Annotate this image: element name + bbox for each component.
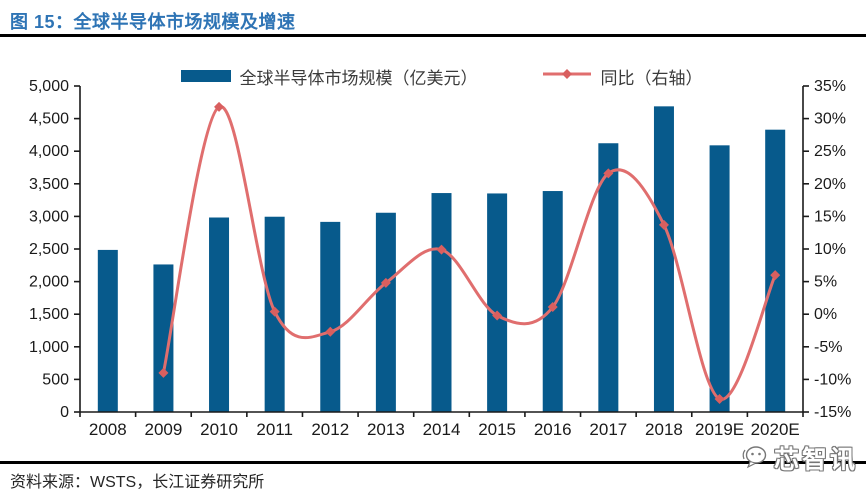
chart-area: 5,000 4,500 4,000 3,500 3,000 2,500 2,000 1,500… <box>0 46 866 460</box>
x-axis-label: 2011 <box>256 420 293 439</box>
x-axis-label: 2019E <box>695 420 744 439</box>
x-axis-label: 2015 <box>478 420 516 439</box>
left-axis-label: 2,000 <box>29 274 69 291</box>
right-axis-label: 30% <box>814 111 846 128</box>
yoy-marker-icon <box>770 270 781 281</box>
line-swatch-svg <box>542 69 591 79</box>
legend-label: 全球半导体市场规模（亿美元） <box>239 68 478 88</box>
bar-2012 <box>320 221 341 412</box>
legend-label: 同比（右轴） <box>600 68 703 88</box>
figure-title: 图 15：全球半导体市场规模及增速 <box>10 12 296 32</box>
right-axis-label: 15% <box>814 208 846 225</box>
watermark-text: 芯智讯 <box>773 446 858 474</box>
right-axis-label: 5% <box>814 274 837 291</box>
x-axis-label: 2009 <box>145 420 183 439</box>
left-axis-label: 1,000 <box>29 339 69 356</box>
right-axis-label: 35% <box>814 78 846 95</box>
yoy-marker-icon <box>547 302 558 313</box>
left-axis-label: 3,000 <box>29 208 69 225</box>
yoy-marker-icon <box>325 326 336 337</box>
yoy-marker-icon <box>492 310 503 321</box>
x-axis-label: 2012 <box>311 420 349 439</box>
x-axis-label: 2014 <box>423 420 461 439</box>
right-axis-label: -5% <box>814 339 842 356</box>
right-axis-label: 0% <box>814 306 837 323</box>
bar-2009 <box>153 264 174 412</box>
bar-series-swatch <box>180 70 231 82</box>
top-divider <box>0 34 866 37</box>
left-axis-label: 4,000 <box>29 143 69 160</box>
legend-diamond-icon <box>561 69 572 79</box>
left-axis-label: 3,500 <box>29 176 69 193</box>
watermark: 芯智讯 <box>741 440 858 476</box>
x-axis-label: 2017 <box>589 420 627 439</box>
left-axis-label: 0 <box>60 404 69 421</box>
yoy-marker-icon <box>436 244 447 255</box>
right-axis-label: 25% <box>814 143 846 160</box>
bar-2017 <box>598 143 619 412</box>
right-axis-label: -15% <box>814 404 851 421</box>
x-axis-label: 2016 <box>534 420 572 439</box>
x-axis-label: 2020E <box>751 420 800 439</box>
legend-item-yoy: 同比（右轴） <box>542 64 703 89</box>
x-axis-label: 2018 <box>645 420 683 439</box>
yoy-marker-icon <box>269 306 280 317</box>
yoy-line <box>161 105 777 401</box>
bar-2018 <box>653 106 674 412</box>
source-note: 资料来源：WSTS，长江证券研究所 <box>10 474 265 491</box>
bar-2010 <box>209 217 230 412</box>
right-axis-label: 20% <box>814 176 846 193</box>
chart-svg: 5,000 4,500 4,000 3,500 3,000 2,500 2,000 1,500… <box>29 78 851 439</box>
left-axis-label: 500 <box>42 371 69 388</box>
legend-item-market-size: 全球半导体市场规模（亿美元） <box>180 64 478 89</box>
x-axis-label: 2010 <box>200 420 238 439</box>
bottom-divider <box>0 461 866 464</box>
chat-bubble-smiley-icon <box>742 446 767 469</box>
bar-2016 <box>542 191 563 412</box>
left-axis-label: 4,500 <box>29 111 69 128</box>
x-axis-label: 2013 <box>367 420 405 439</box>
left-axis-label: 5,000 <box>29 78 69 95</box>
yoy-marker-icon <box>214 101 225 112</box>
yoy-marker-icon <box>658 219 669 230</box>
right-axis-label: -10% <box>814 371 851 388</box>
bar-2014 <box>431 193 452 412</box>
bar-2019E <box>709 145 730 412</box>
bar-2008 <box>97 249 118 412</box>
left-axis-label: 2,500 <box>29 241 69 258</box>
yoy-marker-icon <box>158 367 169 378</box>
x-axis-label: 2008 <box>89 420 127 439</box>
bar-2013 <box>375 212 396 412</box>
left-axis-label: 1,500 <box>29 306 69 323</box>
right-axis-label: 10% <box>814 241 846 258</box>
yoy-marker-icon <box>603 168 614 179</box>
line-series-swatch <box>542 66 592 86</box>
chart-legend: 全球半导体市场规模（亿美元） 同比（右轴） <box>80 62 803 90</box>
yoy-marker-icon <box>714 393 725 404</box>
bar-2015 <box>487 193 508 412</box>
yoy-marker-icon <box>380 277 391 288</box>
